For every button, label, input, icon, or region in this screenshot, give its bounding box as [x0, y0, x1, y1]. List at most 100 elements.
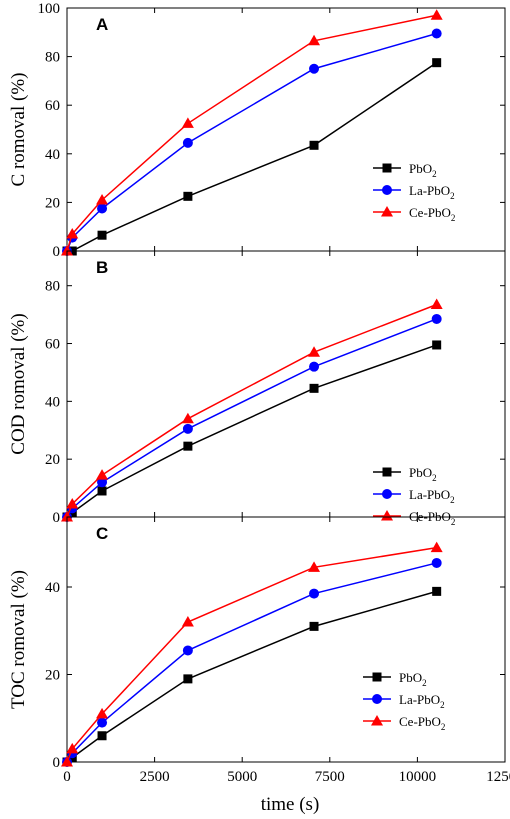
data-point [183, 674, 193, 684]
legend-label: Ce-PbO2 [409, 509, 455, 527]
data-point [66, 227, 79, 239]
data-point [432, 340, 442, 350]
data-point [308, 34, 321, 46]
data-point [96, 707, 109, 719]
data-point [97, 230, 107, 240]
data-point [308, 561, 321, 572]
series-line [66, 14, 437, 252]
data-point [430, 541, 443, 553]
data-point [97, 203, 108, 214]
series-line [66, 318, 437, 518]
data-point [308, 346, 321, 357]
data-point [66, 497, 79, 509]
data-point [309, 621, 319, 631]
y-tick-label: 0 [53, 755, 61, 771]
series-line [66, 562, 437, 763]
data-point [430, 298, 443, 309]
y-tick-label: 40 [45, 580, 60, 596]
panel-a: 0 20 40 60 80 100 C romoval (%) A PbO2 La-PbO2 Ce-… [8, 1, 506, 260]
legend-marker [372, 694, 382, 704]
legend-label: La-PbO2 [409, 487, 455, 505]
data-point [309, 361, 320, 372]
x-tick-label: 10000 [399, 769, 437, 785]
data-point [430, 9, 443, 20]
x-tick-label: 7500 [315, 769, 345, 785]
y-axis-title: TOC romoval (%) [8, 570, 29, 709]
legend-marker [382, 489, 392, 499]
x-tick-label: 2500 [140, 769, 170, 785]
y-tick-label: 20 [45, 452, 60, 468]
data-point [432, 58, 442, 68]
data-point [182, 137, 193, 148]
plot-frame [66, 250, 506, 518]
legend-label: Ce-PbO2 [399, 714, 445, 732]
data-point [431, 557, 442, 568]
data-point [97, 717, 108, 728]
x-tick-label: 0 [63, 769, 71, 785]
data-point [183, 191, 193, 201]
data-point [97, 486, 107, 496]
legend-marker [381, 206, 393, 217]
y-tick-label: 0 [53, 244, 61, 260]
data-point [181, 117, 194, 128]
legend-label: Ce-PbO2 [409, 205, 455, 223]
series-line [66, 344, 437, 518]
y-tick-label: 20 [45, 668, 60, 684]
data-point [309, 140, 319, 150]
data-point [61, 511, 73, 522]
data-point [182, 423, 193, 434]
data-point [97, 731, 107, 741]
data-point [96, 469, 109, 480]
series-la-pbo2 [62, 28, 442, 256]
data-point [432, 586, 442, 596]
y-tick-label: 80 [45, 50, 60, 66]
legend: PbO2 La-PbO2 Ce-PbO2 [363, 670, 445, 732]
y-axis-title: COD romoval (%) [8, 313, 29, 454]
y-tick-label: 40 [45, 147, 60, 163]
y-tick-label: 20 [45, 195, 60, 211]
x-tick-label: 12500 [486, 769, 510, 785]
legend-marker [382, 163, 392, 173]
legend-marker [381, 510, 393, 521]
series-line [66, 32, 437, 252]
series-ce-pbo2 [61, 9, 443, 256]
legend: PbO2 La-PbO2 Ce-PbO2 [373, 465, 455, 527]
data-point [182, 645, 193, 656]
x-axis-title: time (s) [261, 794, 320, 815]
series-la-pbo2 [62, 313, 442, 522]
data-point [309, 383, 319, 393]
legend-label: PbO2 [409, 465, 437, 483]
legend-marker [382, 467, 392, 477]
data-point [431, 28, 442, 39]
y-tick-label: 60 [45, 337, 60, 353]
data-point [309, 63, 320, 74]
data-point [181, 412, 194, 424]
data-point [183, 441, 193, 451]
series-line [67, 62, 438, 252]
panel-letter: A [96, 15, 108, 34]
panel-b: 0 20 40 60 80 COD romoval (%) B PbO2 La-PbO2 Ce-P… [8, 250, 506, 527]
panel-letter: B [96, 258, 108, 277]
y-tick-label: 40 [45, 394, 60, 410]
legend-label: PbO2 [399, 670, 427, 688]
legend-marker [372, 672, 382, 682]
y-tick-label: 100 [38, 1, 61, 17]
y-tick-label: 0 [53, 510, 61, 526]
series-ce-pbo2 [61, 298, 443, 522]
data-point [66, 742, 79, 754]
series-la-pbo2 [62, 557, 442, 767]
plot-frame [66, 516, 506, 763]
y-tick-label: 60 [45, 98, 60, 114]
legend-label: PbO2 [409, 161, 437, 179]
legend-label: La-PbO2 [399, 692, 445, 710]
legend-marker [371, 715, 383, 726]
panel-c: 0 20 40 TOC romoval (%) C PbO2 La-PbO2 Ce-PbO2 [8, 516, 506, 771]
data-point [61, 245, 73, 256]
series-ce-pbo2 [61, 541, 443, 767]
legend-marker [382, 185, 392, 195]
series-pbo2 [62, 58, 442, 256]
series-line [66, 303, 437, 518]
x-tick-label: 5000 [227, 769, 257, 785]
data-point [97, 477, 108, 488]
